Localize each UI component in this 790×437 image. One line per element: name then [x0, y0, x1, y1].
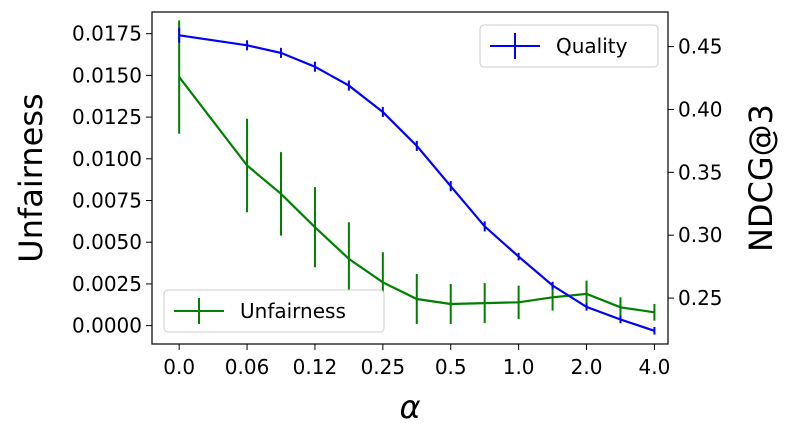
right-y-axis: 0.25 0.30 0.35 0.40 0.45	[668, 35, 723, 310]
x-axis-title: α	[399, 388, 420, 426]
right-y-tick-label: 0.30	[678, 223, 723, 247]
series-unfairness	[178, 20, 656, 324]
x-tick-label: 0.25	[361, 355, 406, 379]
x-tick-label: 0.0	[163, 355, 195, 379]
left-y-axis: 0.0000 0.0025 0.0050 0.0075 0.0100 0.0125 0.01…	[72, 22, 152, 338]
left-y-tick-label: 0.0150	[72, 63, 142, 87]
x-tick-label: 1.0	[503, 355, 535, 379]
left-y-tick-label: 0.0000	[72, 314, 142, 338]
legend-unfairness-box	[163, 289, 385, 333]
legend-unfairness-label: Unfairness	[240, 299, 346, 323]
x-axis: 0.0 0.06 0.12 0.25 0.5 1.0 2.0 4.0	[163, 344, 670, 379]
left-y-tick-label: 0.0125	[72, 105, 142, 129]
legend-unfairness: Unfairness	[163, 289, 385, 333]
x-tick-label: 2.0	[571, 355, 603, 379]
left-y-tick-label: 0.0050	[72, 230, 142, 254]
left-y-tick-label: 0.0075	[72, 189, 142, 213]
unfairness-line	[178, 76, 655, 314]
left-y-tick-label: 0.0175	[72, 22, 142, 46]
right-y-axis-title: NDCG@3	[742, 104, 780, 252]
x-tick-label: 0.06	[225, 355, 270, 379]
legend-quality: Quality	[479, 24, 659, 68]
quality-line	[179, 34, 655, 332]
left-y-axis-title: Unfairness	[12, 93, 50, 262]
left-y-tick-label: 0.0100	[72, 147, 142, 171]
x-tick-label: 4.0	[639, 355, 671, 379]
right-y-tick-label: 0.25	[678, 286, 723, 310]
legend-quality-label: Quality	[556, 34, 628, 58]
right-y-tick-label: 0.40	[678, 97, 723, 121]
series-quality	[178, 27, 656, 335]
x-tick-label: 0.12	[293, 355, 338, 379]
series-layer	[178, 20, 656, 335]
left-y-tick-label: 0.0025	[72, 272, 142, 296]
legend-quality-box	[479, 24, 659, 68]
right-y-tick-label: 0.35	[678, 160, 723, 184]
right-y-tick-label: 0.45	[678, 35, 723, 59]
plot-frame	[151, 11, 669, 345]
x-tick-label: 0.5	[435, 355, 467, 379]
